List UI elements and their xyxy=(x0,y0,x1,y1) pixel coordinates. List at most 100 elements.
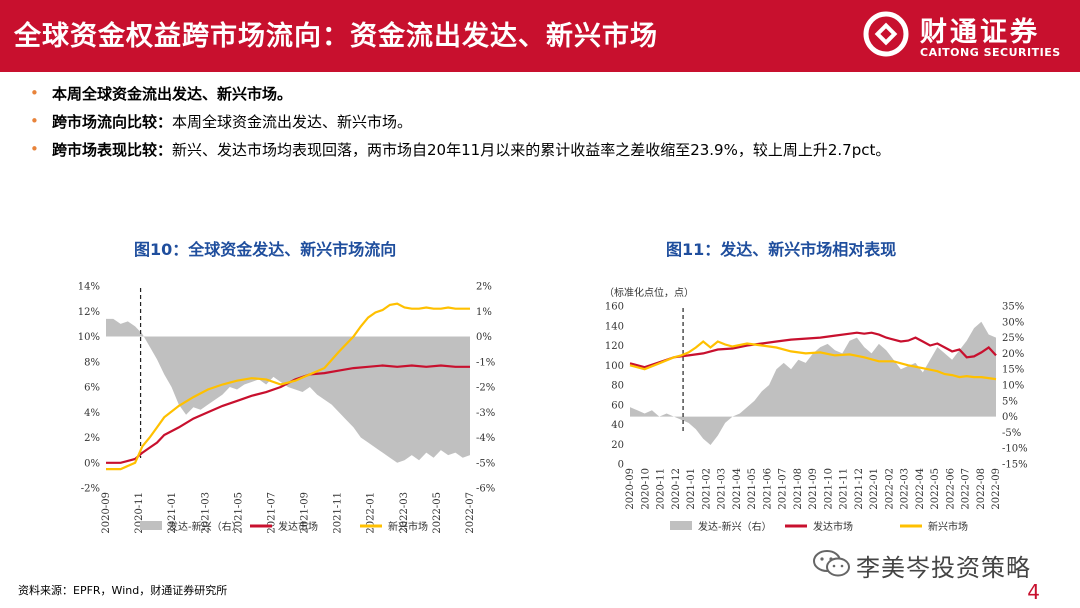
chart-fig11: 0 20 40 60 80 100 120 140 160 35% 30% 25% 20% 15% 10% 5… xyxy=(604,286,1028,533)
y-left-tick-label: 120 xyxy=(605,341,624,352)
x-tick-label: 2020-11 xyxy=(134,492,145,534)
x-tick-label: 2021-01 xyxy=(167,492,178,534)
x-tick-label: 2022-01 xyxy=(366,492,377,534)
x-tick-label: 2020-09 xyxy=(101,492,112,534)
x-tick-label: 2022-05 xyxy=(432,492,443,534)
x-tick-label: 2020-09 xyxy=(625,468,636,510)
y-left-tick-label: 4% xyxy=(84,408,100,419)
bullet-item: • 本周全球资金流出发达、新兴市场。 xyxy=(30,84,1050,112)
x-tick-label: 2021-03 xyxy=(200,492,211,534)
bullet-dot-icon: • xyxy=(30,112,39,130)
x-tick-label: 2021-09 xyxy=(808,468,819,510)
x-tick-label: 2022-08 xyxy=(976,468,987,510)
x-tick-label: 2021-09 xyxy=(300,492,311,534)
series-line-emerging xyxy=(106,302,470,471)
page-number: 4 xyxy=(1027,580,1040,604)
x-tick-label: 2021-03 xyxy=(717,468,728,510)
logo-text-en: CAITONG SECURITIES xyxy=(920,46,1061,59)
y-right-tick-label: -4% xyxy=(476,433,495,444)
x-tick-label: 2022-06 xyxy=(945,468,956,510)
y-left-tick-label: 40 xyxy=(611,420,624,431)
y-right-tick-label: 15% xyxy=(1002,365,1024,376)
y-left-tick-label: 14% xyxy=(78,282,100,293)
legend-swatch xyxy=(670,521,692,530)
bullet-bold: 跨市场流向比较： xyxy=(52,113,173,131)
logo-mark-icon xyxy=(863,11,909,57)
y-right-tick-label: -5% xyxy=(1002,428,1021,439)
x-tick-label: 2022-05 xyxy=(930,468,941,510)
y-right-tick-label: 10% xyxy=(1002,381,1024,392)
bullet-dot-icon: • xyxy=(30,140,39,158)
x-tick-label: 2021-05 xyxy=(747,468,758,510)
x-tick-label: 2022-04 xyxy=(915,468,926,510)
x-tick-label: 2021-08 xyxy=(793,468,804,510)
y-right-tick-label: 35% xyxy=(1002,302,1024,313)
y-right-tick-label: -1% xyxy=(476,357,495,368)
bullet-list: • 本周全球资金流出发达、新兴市场。 • 跨市场流向比较：本周全球资金流出发达、… xyxy=(30,84,1050,168)
figure-11-title: 图11：发达、新兴市场相对表现 xyxy=(666,240,897,259)
legend-swatch xyxy=(140,521,162,530)
y-left-tick-label: -2% xyxy=(81,484,100,495)
y-right-tick-label: 25% xyxy=(1002,333,1024,344)
y-right-tick-label: -3% xyxy=(476,408,495,419)
y-right-tick-label: -15% xyxy=(1002,460,1028,471)
y-left-tick-label: 0% xyxy=(84,458,100,469)
bullet-bold: 本周全球资金流出发达、新兴市场。 xyxy=(52,85,293,103)
logo-text-cn: 财通证券 xyxy=(920,17,1040,48)
x-tick-label: 2022-01 xyxy=(869,468,880,510)
y-left-tick-label: 80 xyxy=(611,381,624,392)
bullet-item: • 跨市场表现比较：新兴、发达市场均表现回落，两市场自20年11月以来的累计收益… xyxy=(30,140,1050,168)
x-tick-label: 2021-04 xyxy=(732,468,743,510)
bullet-dot-icon: • xyxy=(30,84,39,102)
brand-logo: 财通证券 CAITONG SECURITIES xyxy=(862,8,1060,64)
watermark-text: 李美岑投资策略 xyxy=(856,554,1031,582)
page-title: 全球资金权益跨市场流向：资金流出发达、新兴市场 xyxy=(14,21,658,52)
y-right-tick-label: 1% xyxy=(476,307,492,318)
y-left-tick-label: 20 xyxy=(611,440,624,451)
x-tick-label: 2021-11 xyxy=(839,468,850,510)
title-bar: 全球资金权益跨市场流向：资金流出发达、新兴市场 财通证券 CAITONG SEC… xyxy=(0,0,1080,72)
y-right-tick-label: -10% xyxy=(1002,444,1028,455)
legend-label: 发达-新兴（右） xyxy=(698,520,772,533)
series-area-diff xyxy=(630,321,996,446)
legend-label: 新兴市场 xyxy=(388,520,428,533)
y-right-tick-label: 2% xyxy=(476,282,492,293)
x-tick-label: 2022-02 xyxy=(884,468,895,510)
legend-label: 发达-新兴（右） xyxy=(168,520,242,533)
x-tick-label: 2021-10 xyxy=(823,468,834,510)
y-right-tick-label: 20% xyxy=(1002,349,1024,360)
x-tick-label: 2021-11 xyxy=(333,492,344,534)
x-tick-label: 2022-07 xyxy=(961,468,972,510)
figure-10-title: 图10：全球资金发达、新兴市场流向 xyxy=(134,240,397,259)
x-tick-label: 2020-10 xyxy=(640,468,651,510)
series-line-developed xyxy=(106,364,470,464)
y-left-tick-label: 12% xyxy=(78,307,100,318)
y-right-tick-label: -5% xyxy=(476,458,495,469)
x-tick-label: 2021-07 xyxy=(778,468,789,510)
x-tick-label: 2020-12 xyxy=(671,468,682,510)
x-tick-label: 2022-09 xyxy=(991,468,1002,510)
y-left-tick-label: 140 xyxy=(605,321,624,332)
y-left-tick-label: 2% xyxy=(84,433,100,444)
bullet-text: 本周全球资金流出发达、新兴市场。 xyxy=(172,113,413,131)
y-left-tick-label: 6% xyxy=(84,383,100,394)
source-note: 资料来源：EPFR，Wind，财通证券研究所 xyxy=(18,584,228,597)
x-tick-label: 2022-03 xyxy=(399,492,410,534)
x-tick-label: 2021-01 xyxy=(686,468,697,510)
series-line-emerging xyxy=(629,340,997,381)
x-tick-label: 2021-07 xyxy=(266,492,277,534)
x-tick-label: 2022-07 xyxy=(465,492,476,534)
x-tick-label: 2021-12 xyxy=(854,468,865,510)
legend-label: 新兴市场 xyxy=(928,520,968,533)
y-right-tick-label: 5% xyxy=(1002,396,1018,407)
y-right-tick-label: -2% xyxy=(476,383,495,394)
x-tick-label: 2022-03 xyxy=(900,468,911,510)
y-right-tick-label: 0% xyxy=(476,332,492,343)
y-left-tick-label: 0 xyxy=(618,460,624,471)
y-left-tick-label: 160 xyxy=(605,302,624,313)
legend-label: 发达市场 xyxy=(278,520,318,533)
legend-label: 发达市场 xyxy=(813,520,853,533)
x-tick-label: 2020-11 xyxy=(656,468,667,510)
bullet-text: 新兴、发达市场均表现回落，两市场自20年11月以来的累计收益率之差收缩至23.9… xyxy=(172,141,891,159)
y-left-tick-label: 60 xyxy=(611,400,624,411)
